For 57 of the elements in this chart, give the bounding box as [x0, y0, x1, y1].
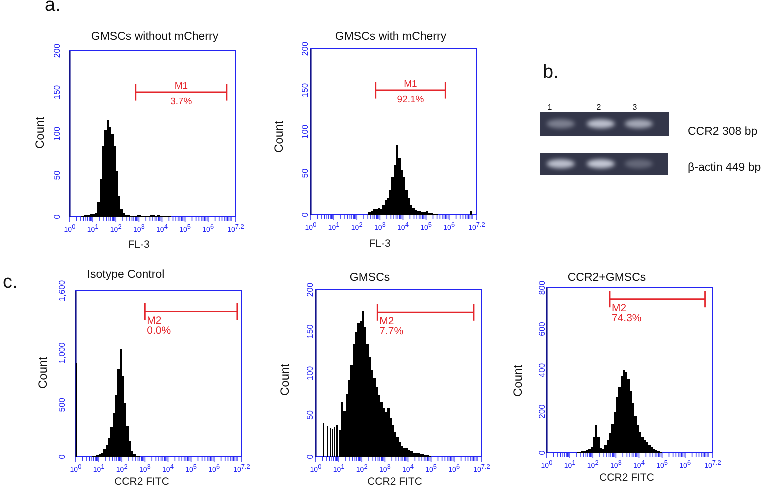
- y-axis-title: Count: [278, 363, 292, 396]
- y-tick-label: 600: [537, 322, 547, 336]
- y-tick-label: 200: [300, 42, 310, 56]
- y-tick-label: 150: [52, 85, 62, 100]
- text: b.: [543, 62, 559, 83]
- text: a.: [45, 0, 61, 16]
- annotation: 0.0%: [147, 324, 172, 337]
- y-tick-label: 0: [57, 454, 67, 460]
- x-axis-title: CCR2 FITC: [600, 472, 655, 484]
- y-tick-label: 100: [52, 126, 62, 142]
- y-tick-label: 150: [300, 83, 310, 98]
- series-label: M2: [380, 316, 394, 328]
- annotation: 92.1%: [397, 94, 425, 105]
- chart-title: GMSCs without mCherry: [91, 31, 219, 43]
- series-label: M1: [404, 79, 418, 90]
- y-tick-label: 200: [52, 44, 62, 58]
- series-label: M2: [147, 314, 162, 327]
- y-tick-label: 200: [537, 404, 547, 419]
- chart-title: GMSCs with mCherry: [335, 31, 447, 43]
- y-tick-label: 0: [52, 214, 62, 220]
- y-tick-label: 500: [57, 398, 67, 412]
- y-tick-label: 150: [305, 324, 315, 339]
- series-label: M2: [612, 302, 627, 314]
- y-tick-label: 200: [305, 282, 315, 298]
- x-axis-title: FL-3: [369, 238, 391, 250]
- y-tick-label: 50: [305, 410, 315, 420]
- text: c.: [3, 272, 18, 293]
- series-label: M1: [174, 81, 188, 92]
- category-label: β-actin 449 bp: [688, 162, 762, 174]
- x-axis-title: FL-3: [128, 239, 150, 251]
- y-tick-label: 0: [305, 454, 315, 460]
- y-axis-title: Count: [36, 356, 50, 390]
- chart-title: GMSCs: [350, 272, 390, 284]
- x-axis-title: CCR2 FITC: [368, 476, 423, 488]
- category-label: 2: [596, 102, 602, 112]
- y-tick-label: 50: [52, 170, 62, 180]
- y-tick-label: 0: [537, 450, 547, 456]
- y-axis-title: Count: [511, 364, 525, 398]
- category-label: CCR2 308 bp: [688, 126, 758, 138]
- y-tick-label: 1,600: [57, 280, 67, 302]
- y-tick-label: 100: [305, 366, 315, 381]
- annotation: 74.3%: [612, 312, 642, 324]
- category-label: 3: [632, 102, 638, 112]
- y-tick-label: 1,000: [57, 342, 67, 364]
- y-axis-title: Count: [33, 116, 47, 150]
- y-tick-label: 400: [537, 363, 547, 378]
- y-tick-label: 0: [300, 212, 310, 218]
- category-label: 1: [548, 102, 553, 112]
- y-tick-label: 800: [537, 280, 547, 296]
- annotation: 3.7%: [170, 96, 193, 107]
- y-tick-label: 50: [300, 168, 310, 178]
- chart-title: Isotype Control: [87, 269, 165, 281]
- y-tick-label: 100: [300, 124, 310, 140]
- y-axis-title: Count: [272, 120, 286, 154]
- chart-title: CCR2+GMSCs: [568, 272, 646, 284]
- x-axis-title: CCR2 FITC: [114, 476, 170, 488]
- annotation: 7.7%: [380, 326, 404, 338]
